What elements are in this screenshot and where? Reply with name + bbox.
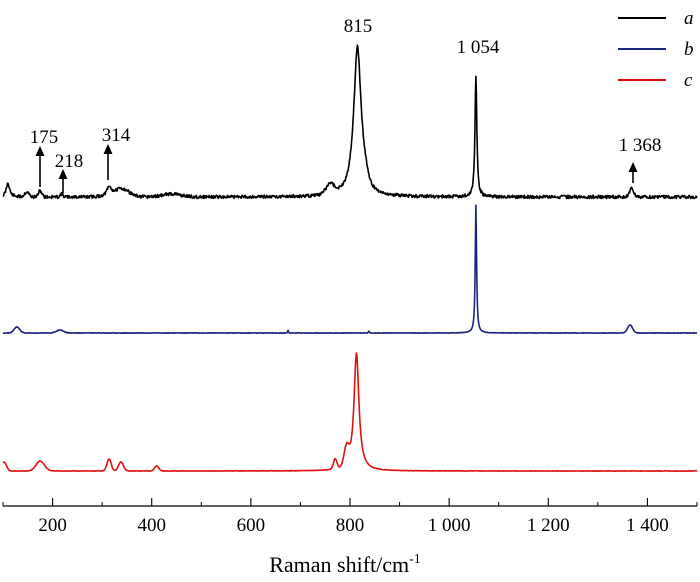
x-tick-label: 1 200 [527,515,570,536]
legend-label-b: b [684,39,694,60]
x-tick-label: 800 [336,515,365,536]
x-tick-label: 600 [237,515,266,536]
peak-label: 1 054 [457,37,500,58]
x-axis-title-superscript: -1 [409,552,421,567]
series-c-line [2,352,698,472]
x-tick-label: 400 [137,515,166,536]
peak-label: 175 [30,127,59,148]
x-tick-label: 1 000 [428,515,471,536]
peak-label: 1 368 [619,135,662,156]
peak-label: 314 [102,125,131,146]
peak-label: 815 [344,16,373,37]
x-tick-label: 200 [38,515,67,536]
x-axis-title: Raman shift/cm-1 [269,552,421,577]
peak-arrow-head [628,162,638,172]
peak-arrow-head [103,144,113,154]
series-b-line [2,204,698,335]
x-tick-label: 1 400 [626,515,669,536]
legend-label-a: a [684,8,694,29]
peak-arrow-head [58,169,68,179]
peak-arrow-head [35,146,45,156]
series-a-line [2,44,698,200]
peak-label: 218 [55,151,84,172]
legend-label-c: c [684,70,693,91]
